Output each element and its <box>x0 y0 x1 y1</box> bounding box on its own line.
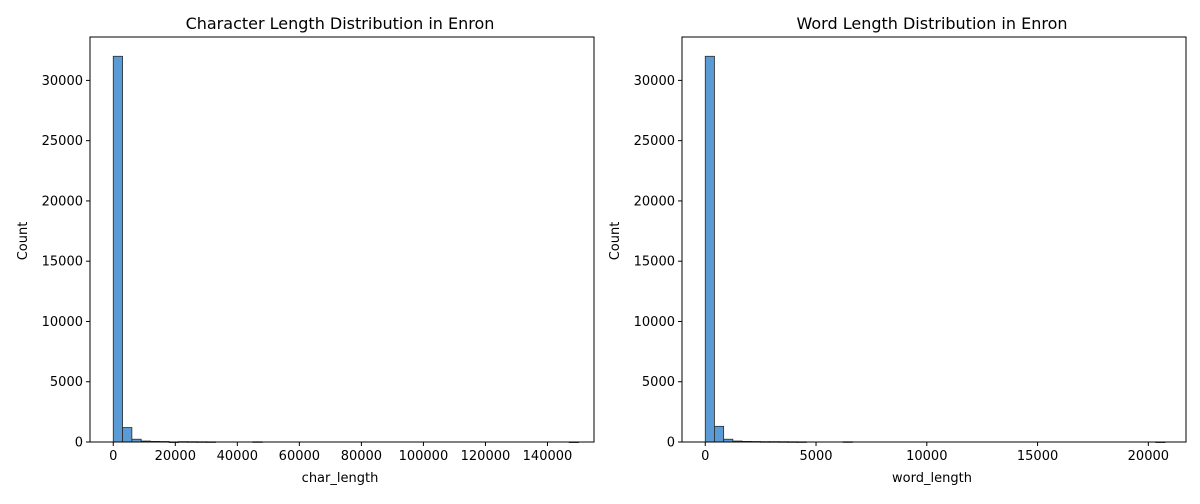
histogram-bar <box>112 55 123 443</box>
x-tick-label: 5000 <box>799 449 832 464</box>
x-tick-label: 10000 <box>906 449 947 464</box>
y-tick-label: 20000 <box>634 194 675 209</box>
y-tick-label: 10000 <box>42 315 83 330</box>
y-axis-label: Count <box>608 222 623 261</box>
y-tick-label: 0 <box>75 436 83 451</box>
y-tick-label: 30000 <box>634 74 675 89</box>
x-tick-label: 0 <box>701 449 709 464</box>
x-tick-label: 80000 <box>341 449 382 464</box>
word-length-histogram: Word Length Distribution in Enron word_l… <box>608 14 1187 486</box>
y-tick-label: 30000 <box>42 74 83 89</box>
y-axis-label: Count <box>16 222 31 261</box>
histogram-bar <box>704 55 715 443</box>
x-tick-label: 0 <box>109 449 117 464</box>
chart-title: Word Length Distribution in Enron <box>797 14 1068 33</box>
x-tick-label: 15000 <box>1017 449 1058 464</box>
histogram-bars <box>112 55 579 443</box>
plot-frame <box>681 36 1187 443</box>
y-tick-label: 5000 <box>50 375 83 390</box>
x-tick-label: 20000 <box>1128 449 1169 464</box>
x-tick-label: 100000 <box>399 449 449 464</box>
x-tick-label: 20000 <box>155 449 196 464</box>
y-tick-label: 15000 <box>634 255 675 270</box>
plot-frame <box>89 36 595 443</box>
chart-title: Character Length Distribution in Enron <box>186 14 495 33</box>
x-tick-label: 120000 <box>461 449 511 464</box>
x-axis-label: char_length <box>302 471 379 486</box>
y-tick-label: 25000 <box>42 134 83 149</box>
y-tick-label: 5000 <box>642 375 675 390</box>
char-length-histogram: Character Length Distribution in Enron c… <box>16 14 595 486</box>
y-tick-label: 25000 <box>634 134 675 149</box>
x-tick-label: 60000 <box>279 449 320 464</box>
x-tick-label: 40000 <box>217 449 258 464</box>
histogram-bars <box>704 55 1166 443</box>
x-tick-label: 140000 <box>523 449 573 464</box>
y-tick-label: 15000 <box>42 255 83 270</box>
histogram-bar <box>122 427 133 443</box>
y-tick-label: 20000 <box>42 194 83 209</box>
histogram-bar <box>714 425 725 443</box>
y-tick-label: 0 <box>667 436 675 451</box>
x-axis-label: word_length <box>892 471 972 486</box>
y-tick-label: 10000 <box>634 315 675 330</box>
